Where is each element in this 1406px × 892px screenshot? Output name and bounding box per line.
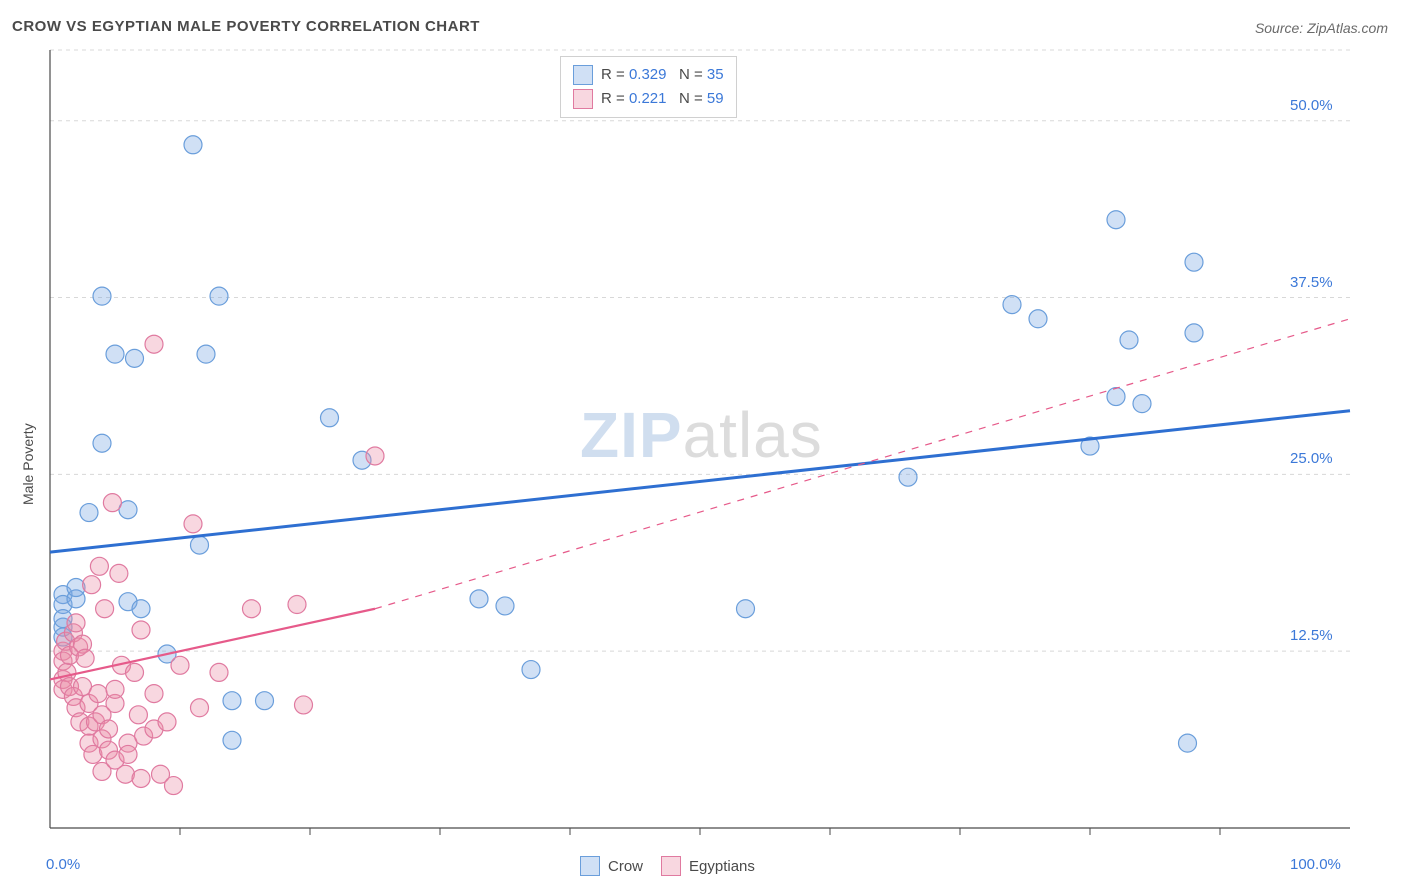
y-tick-label: 50.0% [1290,97,1333,114]
legend-swatch [580,856,600,876]
x-tick-end: 100.0% [1290,856,1341,873]
series-legend: Crow Egyptians [580,856,755,876]
series-legend-label: Egyptians [689,858,755,875]
x-tick-start: 0.0% [46,856,80,873]
series-legend-item: Crow [580,856,643,876]
correlation-legend: R = 0.329 N = 35R = 0.221 N = 59 [560,56,737,118]
legend-swatch [573,65,593,85]
legend-swatch [573,89,593,109]
legend-row: R = 0.329 N = 35 [573,63,724,87]
series-legend-label: Crow [608,858,643,875]
legend-row: R = 0.221 N = 59 [573,87,724,111]
legend-swatch [661,856,681,876]
series-legend-item: Egyptians [661,856,755,876]
y-tick-label: 25.0% [1290,450,1333,467]
y-tick-label: 12.5% [1290,627,1333,644]
y-tick-label: 37.5% [1290,274,1333,291]
scatter-plot [0,0,1406,892]
